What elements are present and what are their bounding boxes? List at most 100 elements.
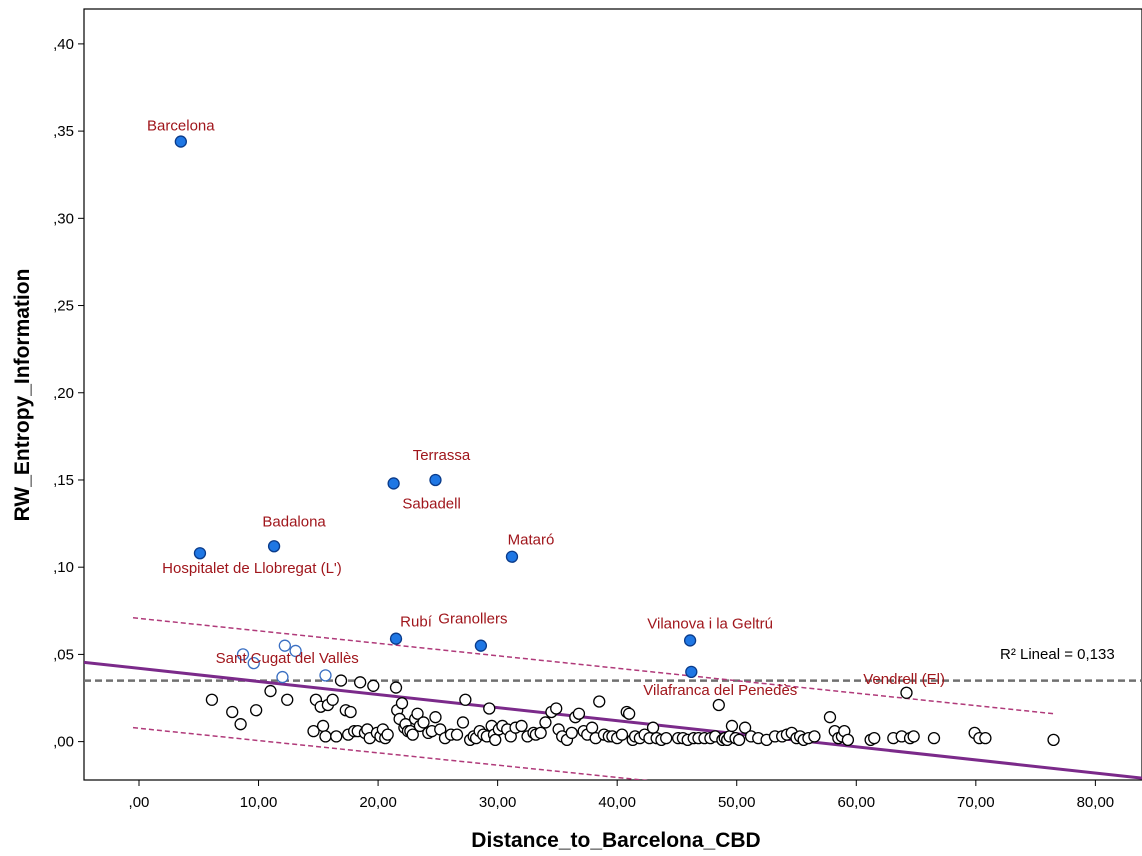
point-label: Vilafranca del Penedès [643, 682, 797, 699]
point-label: Sant Cugat del Vallès [216, 650, 359, 667]
x-tick-label: 50,00 [718, 794, 756, 811]
x-tick-label: 30,00 [479, 794, 517, 811]
data-point [927, 731, 941, 745]
data-point [381, 728, 394, 741]
point-labels: Barcelona Hospitalet de Llobregat (L') Bad… [147, 118, 945, 699]
data-point [539, 716, 552, 729]
data-point [572, 707, 586, 720]
highlighted-point [474, 639, 488, 652]
data-point [483, 702, 496, 715]
highlighted-point [685, 665, 698, 679]
x-tick-label: 80,00 [1077, 794, 1115, 811]
data-point [367, 679, 380, 692]
data-point [738, 721, 752, 734]
y-axis: ,00 ,05 ,10 ,15 ,20 ,25 ,30 ,35 ,40 [53, 36, 84, 751]
data-point [660, 731, 673, 745]
data-point [1047, 733, 1060, 747]
y-tick-label: ,00 [53, 734, 74, 751]
regression-line [84, 660, 1142, 780]
secondary-point [289, 644, 302, 658]
data-point [585, 721, 599, 734]
highlighted-point [174, 135, 187, 148]
data-point [417, 716, 430, 729]
data-point [429, 711, 442, 724]
fit-lines [84, 617, 1142, 780]
data-point [515, 719, 528, 733]
data-point [249, 704, 263, 717]
data-point [354, 676, 367, 689]
data-point [264, 684, 277, 698]
data-point [344, 705, 357, 719]
data-point [732, 733, 746, 747]
data-point [550, 702, 563, 715]
data-point [319, 730, 332, 743]
data-point [450, 728, 464, 741]
y-tick-label: ,35 [53, 123, 74, 140]
data-point [459, 693, 472, 706]
y-tick-label: ,25 [53, 298, 74, 315]
data-point [389, 681, 403, 694]
plot-frame [83, 8, 1142, 781]
data-point [593, 695, 606, 708]
data-point [646, 721, 660, 734]
secondary-point [236, 648, 250, 661]
y-tick-label: ,10 [53, 559, 74, 576]
y-tick-label: ,40 [53, 36, 74, 53]
y-tick-label: ,30 [53, 210, 74, 227]
point-label: Vilanova i la Geltrú [647, 615, 773, 632]
x-tick-label: 10,00 [240, 794, 278, 811]
data-points [174, 135, 1060, 747]
x-axis-title: Distance_to_Barcelona_CBD [471, 829, 760, 852]
data-point [316, 719, 330, 733]
data-point [868, 731, 881, 745]
point-label: Rubí [400, 614, 433, 631]
data-point [622, 707, 636, 720]
upper-prediction-line [132, 617, 1054, 715]
data-point [406, 728, 419, 741]
x-tick-label: ,00 [129, 794, 150, 811]
highlighted-point [193, 547, 207, 560]
point-label: Vendrell (El) [863, 671, 945, 688]
data-point [615, 728, 629, 741]
y-tick-label: ,05 [53, 646, 74, 663]
x-tick-label: 40,00 [598, 794, 636, 811]
data-point [823, 711, 837, 724]
x-tick-label: 70,00 [957, 794, 995, 811]
data-point [565, 726, 578, 740]
r2-annotation: R² Lineal = 0,133 [1000, 646, 1115, 663]
data-point [226, 705, 239, 719]
point-label: Mataró [508, 532, 555, 549]
data-point [489, 733, 502, 747]
data-point [307, 725, 320, 738]
point-label: Badalona [262, 513, 326, 530]
highlighted-point [429, 473, 442, 487]
data-point [411, 707, 424, 720]
lower-prediction-line [132, 726, 650, 780]
point-label: Sabadell [402, 495, 460, 512]
highlighted-point [683, 634, 697, 647]
data-point [205, 693, 219, 706]
data-point [979, 731, 992, 745]
data-point [281, 693, 294, 706]
data-point [334, 674, 348, 687]
y-tick-label: ,20 [53, 385, 74, 402]
data-point [907, 730, 920, 743]
highlighted-point [505, 550, 519, 563]
x-tick-label: 60,00 [838, 794, 876, 811]
secondary-point [247, 656, 260, 670]
point-label: Terrassa [413, 447, 471, 464]
point-label: Granollers [438, 611, 507, 628]
point-label: Barcelona [147, 118, 215, 135]
data-point [725, 719, 739, 733]
data-point [900, 686, 913, 699]
data-point [808, 730, 821, 743]
data-point [534, 726, 547, 740]
data-point [330, 730, 343, 743]
data-point [326, 693, 339, 706]
point-label: Hospitalet de Llobregat (L') [162, 560, 342, 577]
highlighted-point [387, 477, 400, 490]
y-axis-title: RW_Entropy_Information [11, 269, 34, 522]
secondary-point [319, 669, 332, 682]
secondary-point [278, 639, 291, 652]
